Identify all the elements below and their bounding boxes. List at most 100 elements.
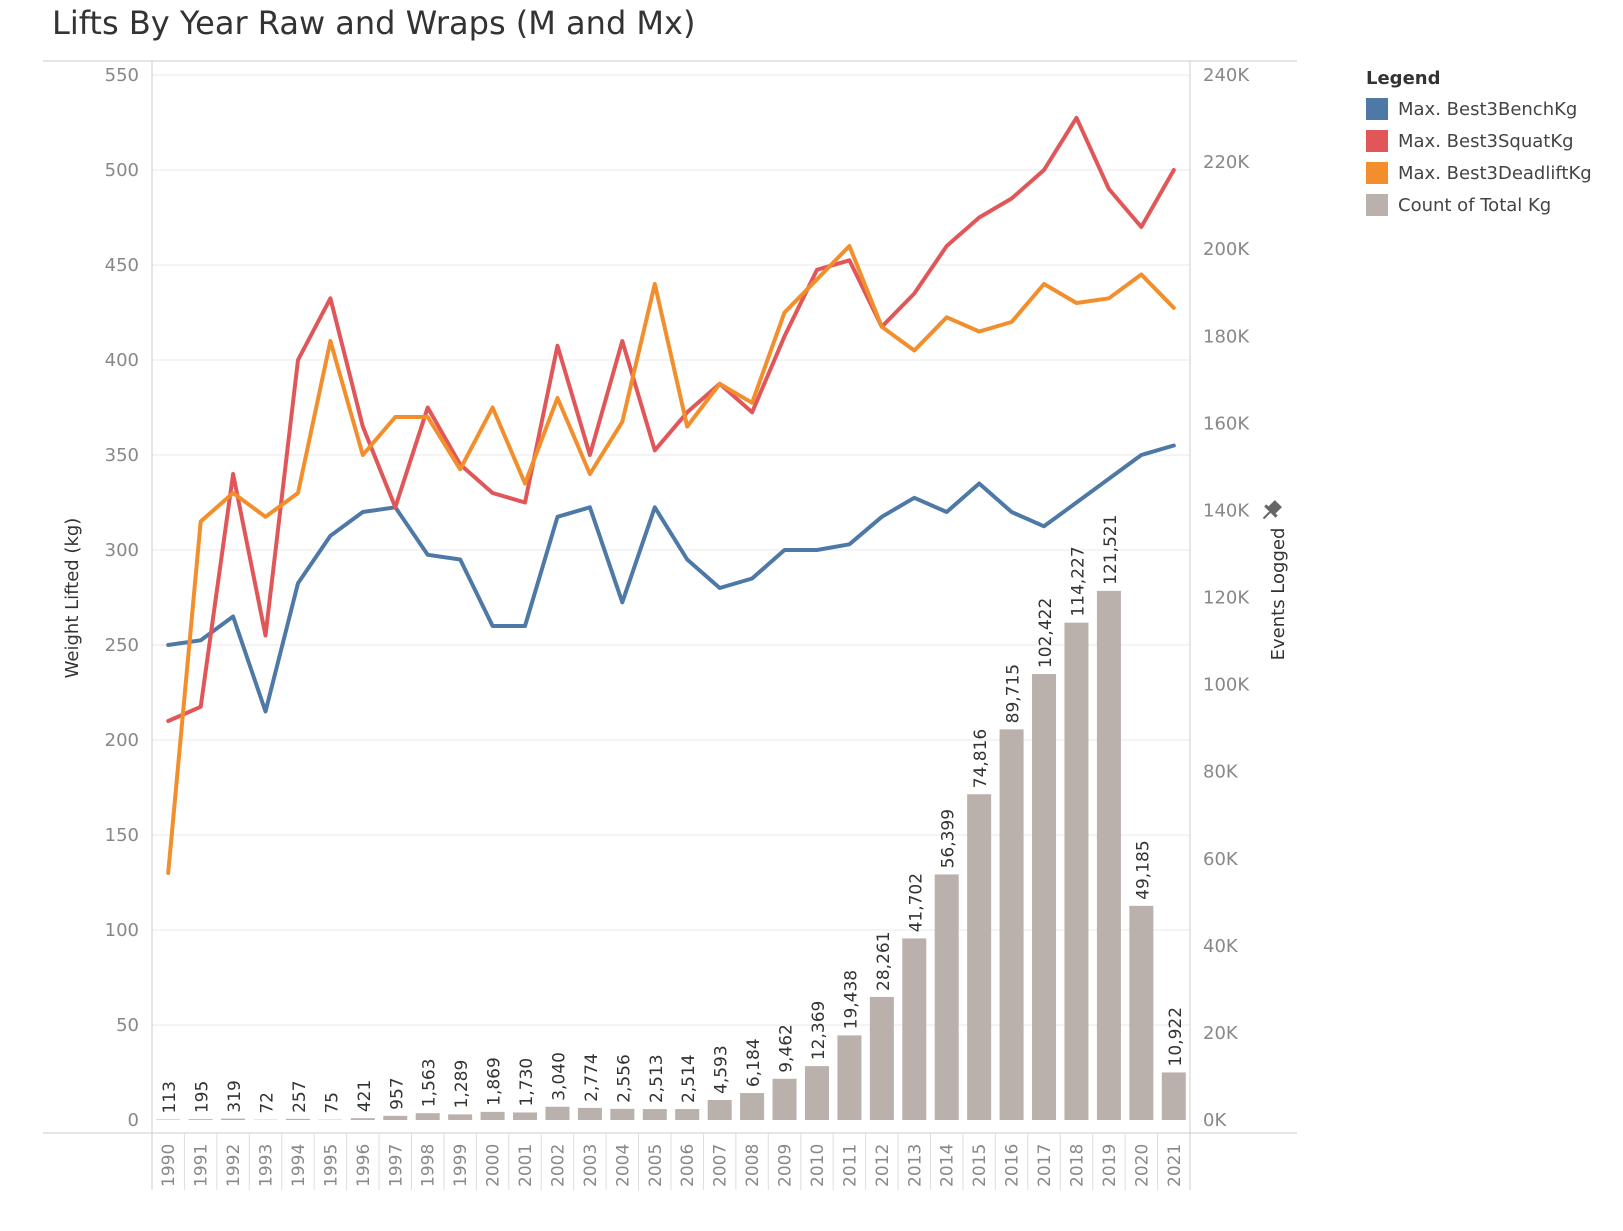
bar-value-label: 2,514 <box>679 1054 699 1103</box>
bar-value-label: 12,369 <box>809 1001 829 1060</box>
bar-1994 <box>285 1118 310 1120</box>
y-right-tick-label: 180K <box>1203 326 1250 347</box>
x-tick-label: 2010 <box>808 1144 828 1187</box>
y-left-tick-label: 250 <box>105 635 139 656</box>
y-axis-left-label: Weight Lifted (kg) <box>62 518 83 679</box>
bar-value-label: 1,730 <box>517 1058 537 1107</box>
x-tick-label: 2007 <box>711 1144 731 1187</box>
x-tick-label: 1990 <box>159 1144 179 1187</box>
x-tick-label: 1998 <box>419 1144 439 1187</box>
legend: Legend Max. Best3BenchKg Max. Best3SquatK… <box>1366 68 1592 221</box>
line-max-best3squatkg <box>166 115 1176 723</box>
bar-value-label: 19,438 <box>841 970 861 1029</box>
bar-1998 <box>415 1113 440 1120</box>
bar-2009 <box>772 1078 797 1120</box>
y-right-tick-label: 120K <box>1203 588 1250 609</box>
y-left-tick-label: 150 <box>105 825 139 846</box>
bar-value-label: 75 <box>322 1092 342 1114</box>
y-left-tick-label: 550 <box>105 65 139 86</box>
y-right-tick-label: 60K <box>1203 849 1239 870</box>
bar-value-label: 41,702 <box>906 873 926 932</box>
chart-title: Lifts By Year Raw and Wraps (M and Mx) <box>52 4 696 42</box>
bar-value-label: 28,261 <box>874 931 894 990</box>
legend-item[interactable]: Count of Total Kg <box>1366 189 1592 221</box>
legend-items: Max. Best3BenchKg Max. Best3SquatKg Max. B… <box>1366 93 1592 221</box>
bar-2006 <box>675 1109 700 1120</box>
bar-2012 <box>869 996 894 1120</box>
bar-value-label: 10,922 <box>1166 1007 1186 1066</box>
bar-1996 <box>350 1118 375 1120</box>
legend-item[interactable]: Max. Best3DeadliftKg <box>1366 157 1592 189</box>
y-left-tick-label: 0 <box>128 1110 139 1131</box>
y-right-tick-label: 40K <box>1203 936 1239 957</box>
x-tick-label: 2012 <box>873 1144 893 1187</box>
bar-value-label: 121,521 <box>1101 515 1121 585</box>
bar-2007 <box>707 1100 732 1120</box>
bar-series <box>156 590 1186 1120</box>
line-max-best3deadliftkg <box>166 244 1176 875</box>
legend-item[interactable]: Max. Best3SquatKg <box>1366 125 1592 157</box>
x-tick-label: 1999 <box>451 1144 471 1187</box>
line-series <box>166 115 1176 875</box>
x-tick-label: 1996 <box>354 1144 374 1187</box>
x-tick-label: 2009 <box>776 1144 796 1187</box>
bar-2021 <box>1161 1072 1186 1120</box>
bar-1992 <box>221 1118 246 1120</box>
y-right-tick-label: 80K <box>1203 762 1239 783</box>
legend-swatch <box>1366 98 1388 120</box>
y-right-tick-label: 160K <box>1203 413 1250 434</box>
legend-label: Count of Total Kg <box>1398 194 1552 216</box>
legend-item[interactable]: Max. Best3BenchKg <box>1366 93 1592 125</box>
x-tick-label: 2021 <box>1165 1144 1185 1187</box>
legend-label: Max. Best3SquatKg <box>1398 130 1574 152</box>
bar-value-label: 56,399 <box>939 809 959 868</box>
bar-value-label: 113 <box>160 1081 180 1113</box>
bar-2015 <box>967 794 992 1120</box>
bar-value-label: 74,816 <box>971 729 991 788</box>
bar-value-label: 2,556 <box>614 1054 634 1103</box>
x-tick-label: 2003 <box>581 1144 601 1187</box>
x-tick-label: 2020 <box>1132 1144 1152 1187</box>
y-right-tick-label: 200K <box>1203 239 1250 260</box>
bar-2020 <box>1129 905 1154 1120</box>
bar-2013 <box>902 938 927 1120</box>
x-tick-label: 2011 <box>840 1144 860 1187</box>
y-right-tick-label: 220K <box>1203 152 1250 173</box>
bar-value-label: 9,462 <box>777 1024 797 1073</box>
y-left-tick-label: 500 <box>105 160 139 181</box>
x-tick-label: 1992 <box>224 1144 244 1187</box>
bar-value-label: 89,715 <box>1004 664 1024 723</box>
x-tick-label: 1995 <box>321 1144 341 1187</box>
legend-swatch <box>1366 162 1388 184</box>
x-tick-label: 1993 <box>257 1144 277 1187</box>
y-right-tick-label: 20K <box>1203 1023 1239 1044</box>
y-left-tick-label: 400 <box>105 350 139 371</box>
x-tick-label: 2015 <box>970 1144 990 1187</box>
bar-value-label: 114,227 <box>1068 546 1088 616</box>
y-left-tick-label: 100 <box>105 920 139 941</box>
legend-label: Max. Best3BenchKg <box>1398 98 1578 120</box>
bar-value-label: 1,563 <box>420 1059 440 1108</box>
x-tick-label: 2019 <box>1100 1144 1120 1187</box>
bar-2017 <box>1032 674 1057 1120</box>
bar-2018 <box>1064 622 1089 1120</box>
x-tick-label: 2002 <box>548 1144 568 1187</box>
x-tick-label: 2017 <box>1035 1144 1055 1187</box>
x-tick-label: 1994 <box>289 1144 309 1187</box>
bar-value-label: 195 <box>193 1081 213 1113</box>
y-axis-right-label: Events Logged <box>1268 528 1289 661</box>
y-left-tick-label: 450 <box>105 255 139 276</box>
bar-value-label: 1,869 <box>485 1057 505 1106</box>
legend-swatch <box>1366 130 1388 152</box>
bar-2016 <box>999 729 1024 1120</box>
bar-2003 <box>577 1107 602 1120</box>
bar-2011 <box>837 1035 862 1120</box>
x-tick-label: 1997 <box>386 1144 406 1187</box>
y-left-tick-label: 200 <box>105 730 139 751</box>
bar-2002 <box>545 1106 570 1120</box>
bar-data-labels: 113 195 319 72 257 75 421 957 1,563 1,289 1,869 1,7… <box>160 515 1186 1114</box>
bar-2014 <box>934 874 959 1120</box>
legend-swatch <box>1366 194 1388 216</box>
x-tick-label: 1991 <box>192 1144 212 1187</box>
pin-icon[interactable] <box>1258 498 1284 524</box>
